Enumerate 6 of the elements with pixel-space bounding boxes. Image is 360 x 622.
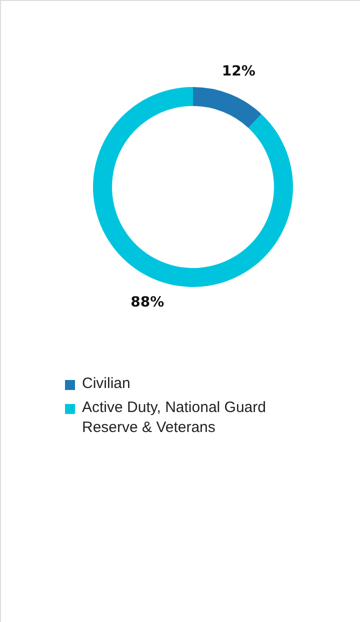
data-label: 88%: [130, 294, 164, 310]
donut-slice: [93, 87, 293, 287]
legend-label: Civilian: [82, 375, 130, 392]
donut-slice: [193, 87, 262, 128]
data-label: 12%: [222, 64, 256, 80]
legend-label: Active Duty, National Guard Reserve & Veterans: [82, 399, 266, 436]
